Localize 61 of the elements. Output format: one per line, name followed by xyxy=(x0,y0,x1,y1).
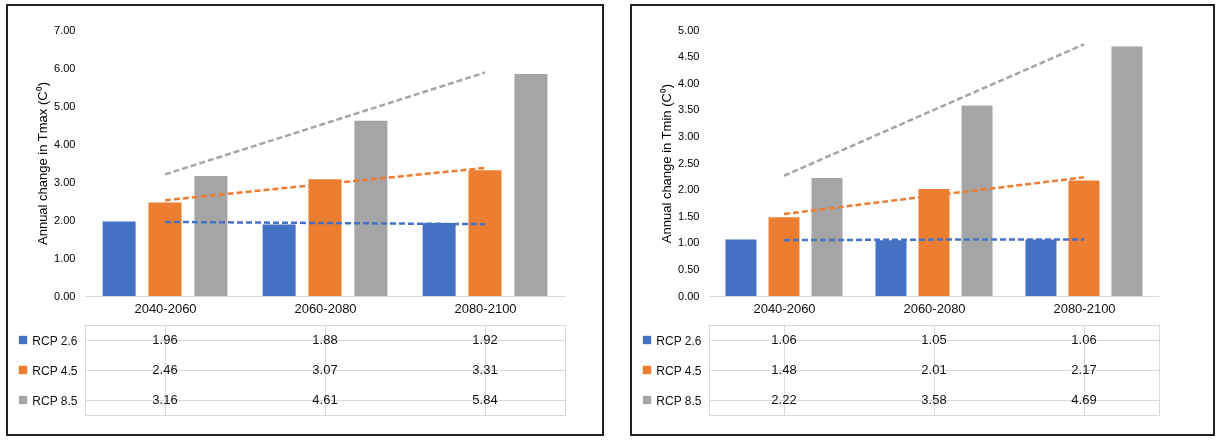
data-label: 3.16 xyxy=(152,392,178,407)
category-label: 2040-2060 xyxy=(753,300,816,316)
bar xyxy=(768,217,800,296)
bar xyxy=(725,239,757,296)
legend-label: RCP 8.5 xyxy=(32,393,78,408)
bar xyxy=(514,74,548,296)
y-tick-label: 5.00 xyxy=(54,99,76,112)
bar xyxy=(354,120,388,296)
data-label: 3.31 xyxy=(472,362,498,377)
data-label: 1.06 xyxy=(771,332,797,347)
data-label: 2.46 xyxy=(152,362,178,377)
bar xyxy=(148,202,182,296)
data-label: 2.22 xyxy=(771,392,797,407)
data-label: 4.69 xyxy=(1071,392,1097,407)
data-label: 1.05 xyxy=(921,332,947,347)
category-label: 2060-2080 xyxy=(903,300,966,316)
bar xyxy=(1111,46,1143,296)
bar xyxy=(811,177,843,296)
legend-label: RCP 8.5 xyxy=(656,393,702,408)
data-label: 5.84 xyxy=(472,392,498,407)
data-label: 3.58 xyxy=(921,392,947,407)
legend-label: RCP 2.6 xyxy=(32,333,78,348)
category-label: 2080-2100 xyxy=(1053,300,1116,316)
data-label: 1.06 xyxy=(1071,332,1097,347)
category-label: 2040-2060 xyxy=(134,300,197,316)
bar xyxy=(194,175,228,296)
y-tick-label: 1.00 xyxy=(54,251,76,264)
data-label: 4.61 xyxy=(312,392,338,407)
y-tick-label: 2.00 xyxy=(54,213,76,226)
y-tick-label: 2.50 xyxy=(678,156,700,169)
y-tick-label: 4.50 xyxy=(678,50,700,63)
y-tick-label: 5.00 xyxy=(678,23,700,36)
bar xyxy=(102,221,136,296)
y-tick-label: 6.00 xyxy=(54,61,76,74)
y-tick-label: 1.00 xyxy=(678,236,700,249)
y-axis-title: Annual change in Tmax (C⁰) xyxy=(35,81,51,246)
category-label: 2060-2080 xyxy=(294,300,357,316)
legend-label: RCP 2.6 xyxy=(656,333,702,348)
y-axis-title: Annual change in Tmin (C⁰) xyxy=(659,83,675,244)
data-label: 1.88 xyxy=(312,332,338,347)
category-label: 2080-2100 xyxy=(454,300,517,316)
data-label: 3.07 xyxy=(312,362,338,377)
data-label: 2.01 xyxy=(921,362,947,377)
y-tick-label: 3.00 xyxy=(54,175,76,188)
legend-label: RCP 4.5 xyxy=(656,363,702,378)
y-tick-label: 0.50 xyxy=(678,262,700,275)
data-label: 1.92 xyxy=(472,332,498,347)
data-label: 1.48 xyxy=(771,362,797,377)
data-label: 1.96 xyxy=(152,332,178,347)
y-tick-label: 0.00 xyxy=(678,289,700,302)
y-tick-label: 0.00 xyxy=(54,289,76,302)
y-tick-label: 1.50 xyxy=(678,209,700,222)
data-label: 2.17 xyxy=(1071,362,1097,377)
y-tick-label: 3.00 xyxy=(678,129,700,142)
y-tick-label: 3.50 xyxy=(678,103,700,116)
y-tick-label: 2.00 xyxy=(678,183,700,196)
y-tick-label: 7.00 xyxy=(54,23,76,36)
legend-label: RCP 4.5 xyxy=(32,363,78,378)
y-tick-label: 4.00 xyxy=(54,137,76,150)
bar xyxy=(961,105,993,296)
y-tick-label: 4.00 xyxy=(678,76,700,89)
